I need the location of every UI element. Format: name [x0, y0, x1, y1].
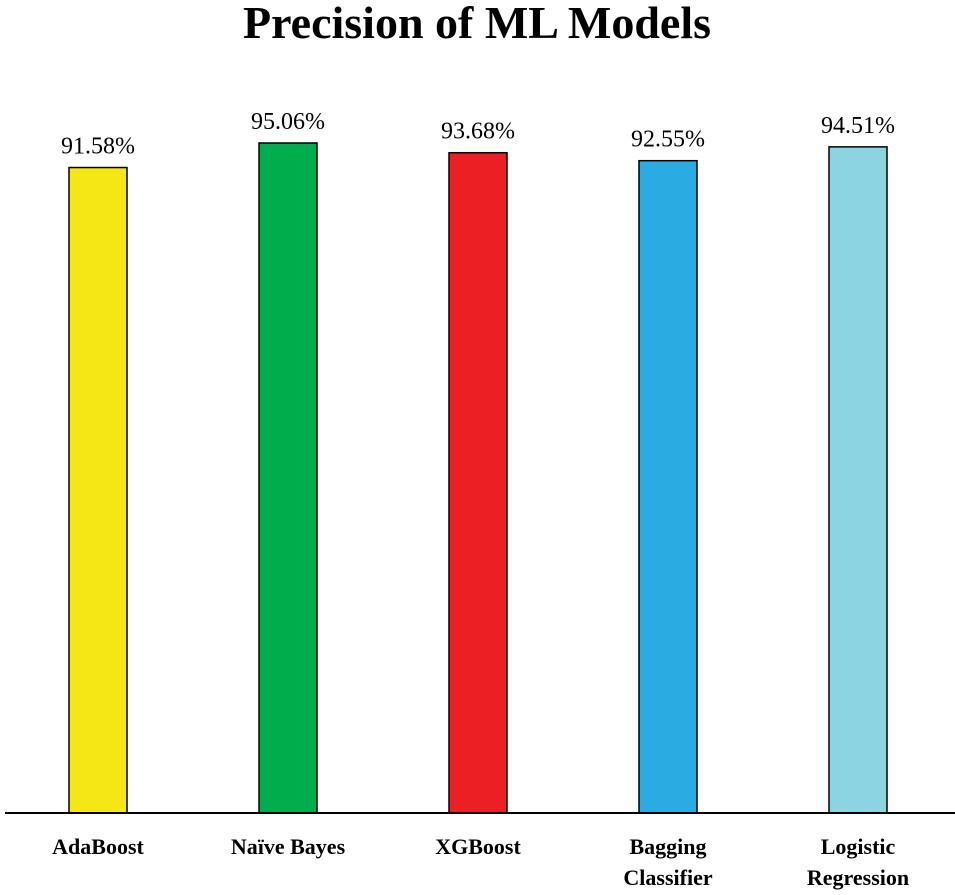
- value-label-4: 94.51%: [821, 113, 895, 139]
- x-tick-label-4-line-1: Regression: [807, 865, 909, 890]
- x-tick-labels: AdaBoost Naïve Bayes XGBoost Bagging Classif…: [52, 834, 909, 890]
- value-label-3: 92.55%: [631, 127, 705, 153]
- x-tick-label-4-line-0: Logistic: [821, 834, 896, 859]
- bar-1: [258, 142, 318, 814]
- chart-title: Precision of ML Models: [243, 0, 711, 48]
- bar-0: [68, 166, 128, 814]
- value-labels: 91.58% 95.06% 93.68% 92.55% 94.51%: [61, 109, 895, 160]
- x-tick-label-1: Naïve Bayes: [231, 834, 346, 859]
- x-tick-label-3-line-1: Classifier: [623, 865, 712, 890]
- value-label-0: 91.58%: [61, 134, 135, 160]
- x-tick-label-0: AdaBoost: [52, 834, 144, 859]
- bars: [68, 142, 888, 814]
- bar-2: [448, 151, 508, 814]
- bar-4: [828, 146, 888, 814]
- bar-3: [638, 159, 698, 814]
- value-label-2: 93.68%: [441, 119, 515, 145]
- x-tick-label-2: XGBoost: [435, 834, 521, 859]
- x-tick-label-3-line-0: Bagging: [629, 834, 706, 859]
- value-label-1: 95.06%: [251, 109, 325, 135]
